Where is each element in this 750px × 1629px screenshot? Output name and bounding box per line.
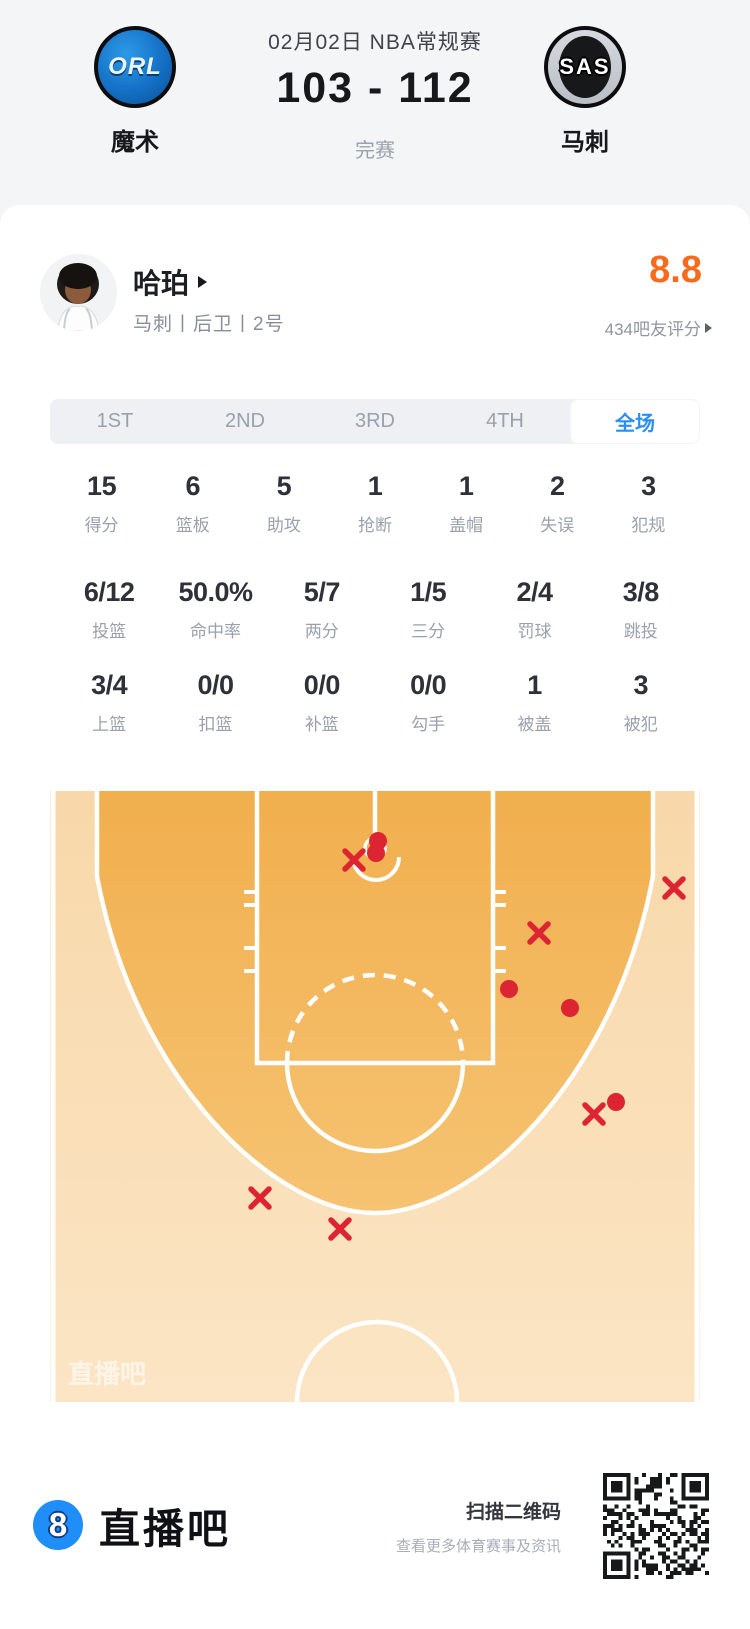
qr-caption: 扫描二维码 查看更多体育赛事及资讯	[396, 1497, 561, 1556]
stat-命中率: 50.0% 命中率	[178, 577, 253, 641]
stat-跳投: 3/8 跳投	[622, 577, 660, 641]
match-date: 02月02日 NBA常规赛	[268, 31, 482, 54]
tab-2ND[interactable]: 2ND	[224, 410, 265, 432]
stat-被盖: 1 被盖	[517, 670, 552, 734]
match-score: 103 - 112	[0, 64, 750, 113]
stat-犯规: 3 犯规	[631, 471, 666, 535]
home-score: 103	[276, 64, 355, 112]
stat-补篮: 0/0 补篮	[303, 670, 341, 734]
stat-得分: 15 得分	[84, 471, 119, 535]
player-info: 马刺丨后卫丨2号	[133, 314, 285, 335]
made-shot-marker	[367, 844, 385, 862]
spurs-team-logo-icon: SAS	[544, 26, 626, 108]
missed-shot-marker	[328, 1217, 352, 1241]
player-avatar[interactable]	[40, 254, 117, 331]
stat-两分: 5/7 两分	[303, 577, 341, 641]
stats-row-1: 15 得分 6 篮板 5 助攻 1 抢断 1 盖帽 2 失误 3 犯规	[0, 471, 750, 536]
stat-篮板: 6 篮板	[175, 471, 210, 535]
zhiboba-logo-icon: 8	[33, 1500, 83, 1550]
player-rating: 8.8	[649, 249, 702, 291]
rating-caption[interactable]: 434吧友评分	[605, 315, 712, 340]
stats-row-2: 6/12 投篮 50.0% 命中率 5/7 两分 1/5 三分 2/4 罚球 3/8 跳投	[0, 577, 750, 642]
stat-失误: 2 失误	[540, 471, 575, 535]
stat-罚球: 2/4 罚球	[516, 577, 553, 641]
missed-shot-marker	[662, 876, 686, 900]
missed-shot-marker	[527, 921, 551, 945]
away-score: 112	[398, 64, 474, 112]
qr-code	[599, 1469, 713, 1583]
free-throw-circle-solid-half	[284, 1062, 466, 1154]
score-divider: -	[368, 64, 385, 112]
player-photo	[40, 254, 117, 331]
stat-助攻: 5 助攻	[266, 471, 301, 535]
three-point-line	[94, 791, 656, 1216]
tab-4TH[interactable]: 4TH	[486, 410, 524, 432]
player-stats-card: 哈珀 马刺丨后卫丨2号 8.8 434吧友评分 1ST 2ND 3RD 4TH 全场 1…	[0, 205, 750, 1629]
stats-row-3: 3/4 上篮 0/0 扣篮 0/0 补篮 0/0 勾手 1 被盖 3 被犯	[0, 670, 750, 735]
tab-3RD[interactable]: 3RD	[354, 410, 395, 432]
restricted-area-arc	[351, 856, 401, 882]
made-shot-marker	[607, 1093, 625, 1111]
court-inside-three-point-area	[97, 791, 653, 1213]
home-team[interactable]: ORL 魔术	[80, 26, 190, 157]
stat-三分: 1/5 三分	[410, 577, 447, 641]
stat-扣篮: 0/0 扣篮	[197, 670, 234, 734]
home-team-name: 魔术	[111, 129, 159, 156]
missed-shot-marker	[342, 848, 366, 872]
match-header: 02月02日 NBA常规赛 103 - 112 完赛 ORL 魔术 SAS 马刺	[0, 0, 750, 210]
stat-抢断: 1 抢断	[357, 471, 392, 535]
stat-上篮: 3/4 上篮	[91, 670, 128, 734]
stat-盖帽: 1 盖帽	[449, 471, 484, 535]
away-team-name: 马刺	[561, 129, 609, 156]
missed-shot-marker	[582, 1102, 606, 1126]
tab-全场[interactable]: 全场	[570, 399, 700, 444]
away-team-abbr: SAS	[559, 54, 611, 79]
player-name[interactable]: 哈珀	[133, 262, 208, 302]
match-status: 完赛	[355, 140, 395, 162]
stat-被犯: 3 被犯	[623, 670, 658, 734]
stat-勾手: 0/0 勾手	[410, 670, 447, 734]
player-detail-caret-icon	[198, 276, 208, 288]
missed-shot-marker	[248, 1186, 272, 1210]
rating-caret-icon	[705, 322, 712, 333]
magic-team-logo-icon: ORL	[94, 26, 176, 108]
lane-hash-marks	[244, 890, 506, 973]
free-throw-circle-dashed-half	[284, 972, 466, 1064]
shot-chart-court: 直播吧	[50, 784, 700, 1403]
quarter-tabbar: 1ST 2ND 3RD 4TH 全场	[50, 399, 700, 444]
qr-caption-subtitle: 查看更多体育赛事及资讯	[395, 1538, 561, 1555]
home-team-abbr: ORL	[108, 53, 162, 80]
made-shot-marker	[500, 980, 518, 998]
zhiboba-brand: 直播吧	[99, 1506, 231, 1552]
tab-1ST[interactable]: 1ST	[96, 410, 134, 432]
qr-caption-title: 扫描二维码	[465, 1502, 561, 1523]
stat-投篮: 6/12 投篮	[83, 577, 135, 641]
away-team[interactable]: SAS 马刺	[530, 26, 640, 157]
shot-markers	[248, 832, 686, 1241]
half-court-circle	[294, 1319, 460, 1403]
court-watermark: 直播吧	[68, 1359, 146, 1389]
made-shot-marker	[561, 999, 579, 1017]
